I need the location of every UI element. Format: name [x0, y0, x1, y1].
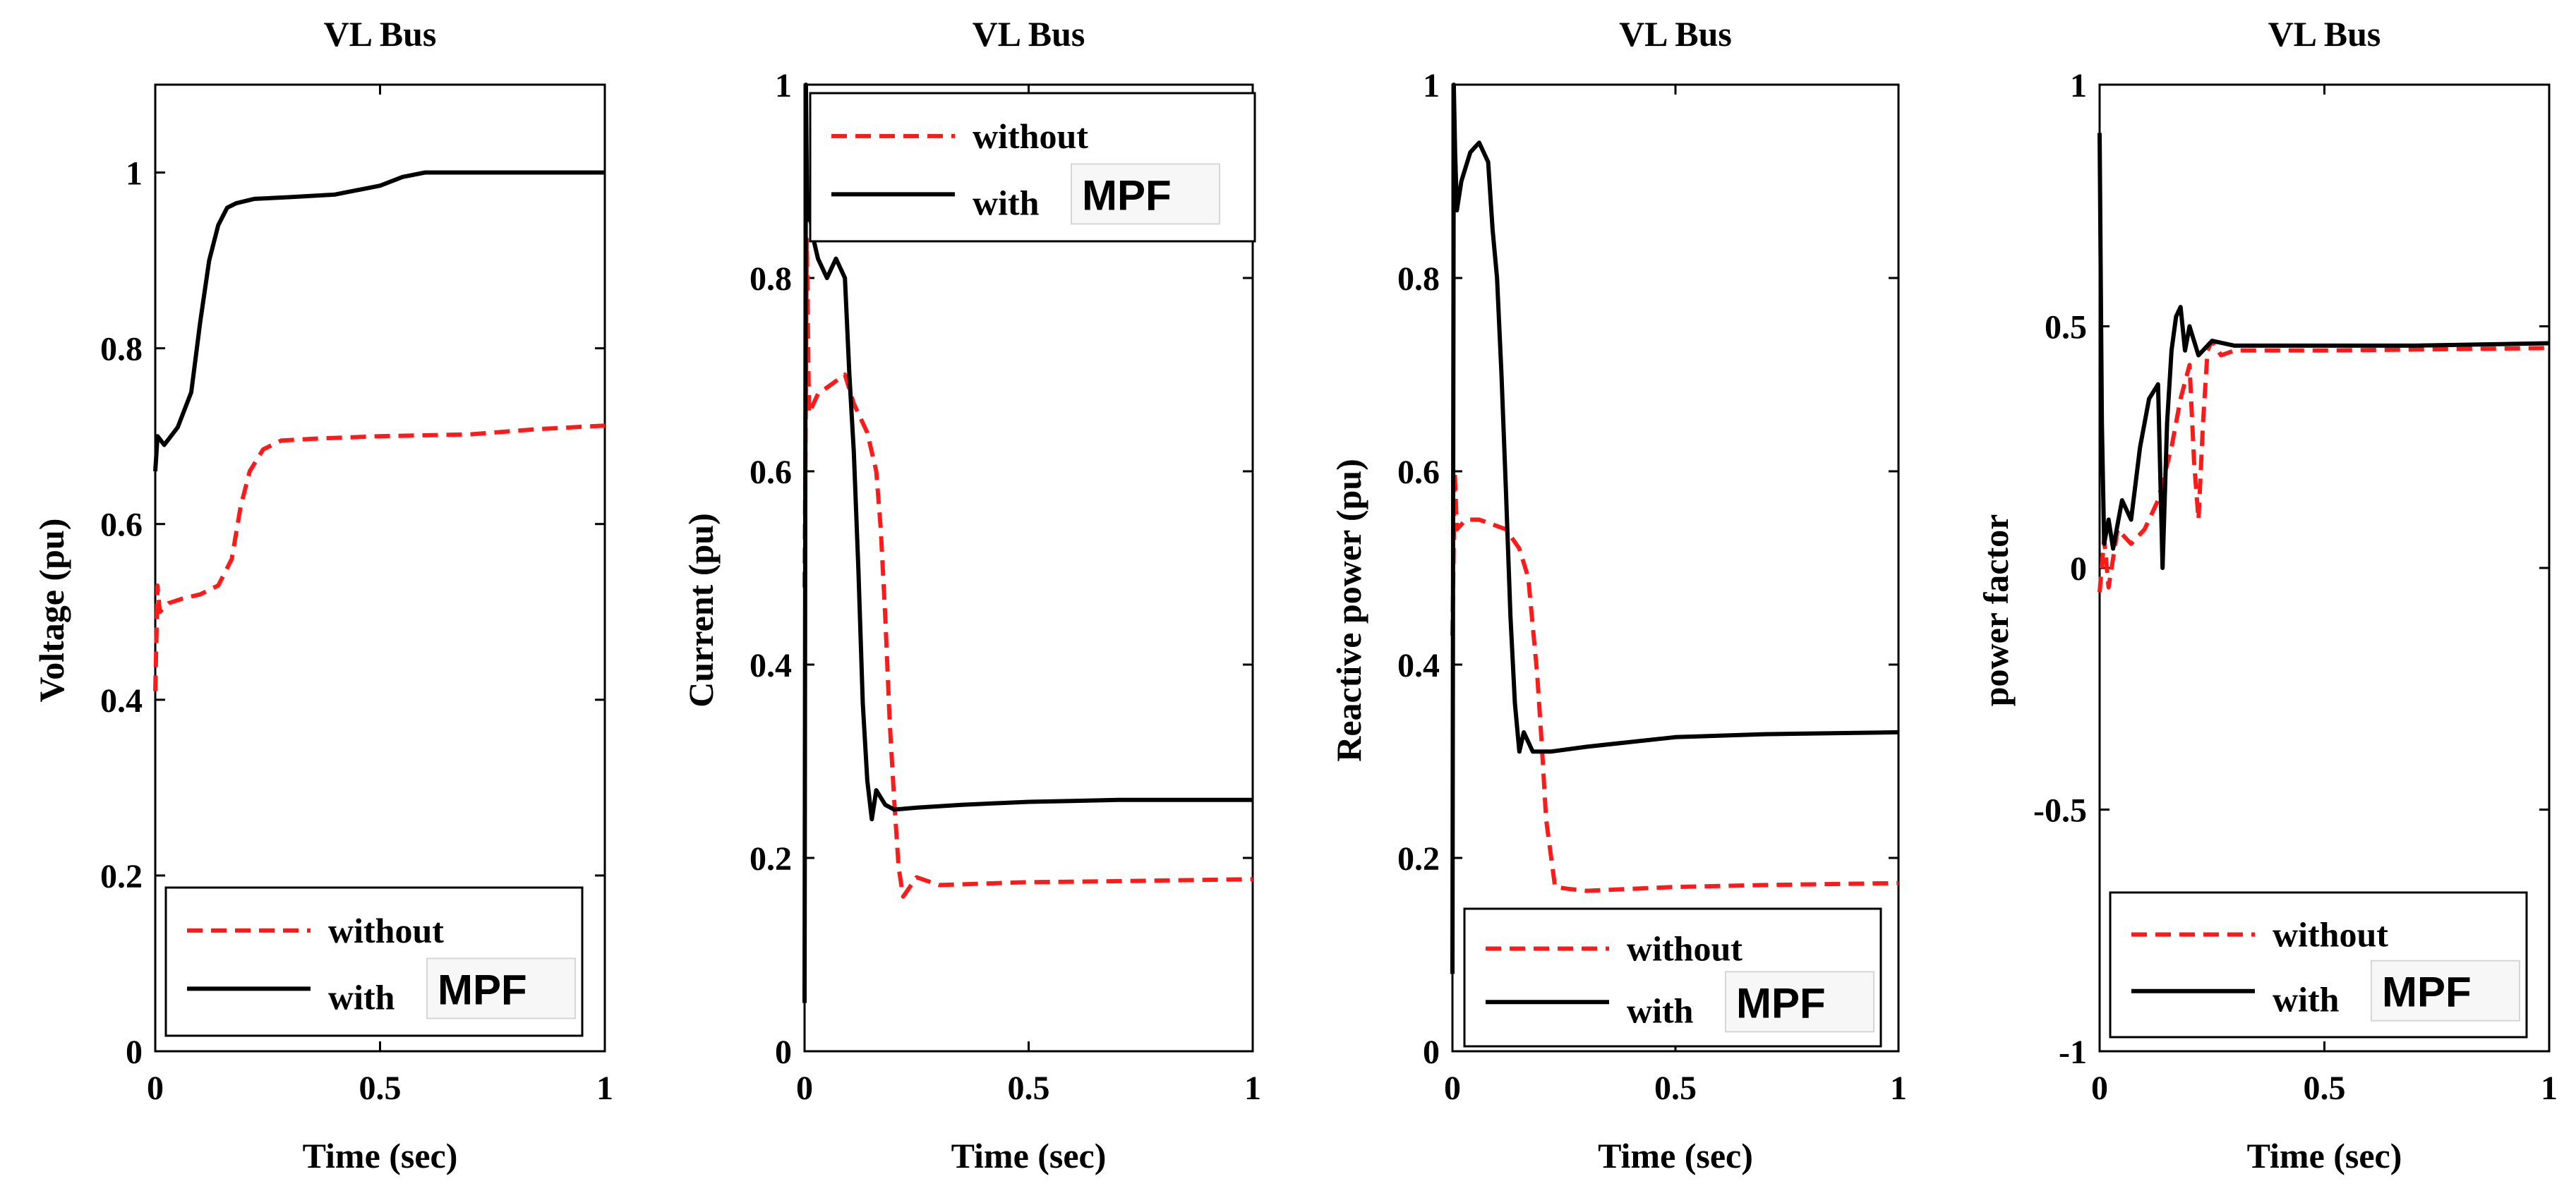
x-tick-label: 1 [1890, 1070, 1907, 1107]
panel-3: VL Bus 0 0.2 0.4 0.6 0.8 1 0 0.5 1 Time (sec) React… [1329, 14, 1907, 1175]
mpf-patch [1071, 163, 1220, 225]
panel-4: VL Bus -1 -0.5 0 0.5 1 0 0.5 1 Time (sec) power fa… [1976, 14, 2558, 1175]
series-line-with [2097, 133, 2550, 570]
panel-2: VL Bus 0 0.2 0.4 0.6 0.8 1 0 0.5 1 Time (sec) Curre… [681, 14, 1261, 1175]
mpf-patch [1725, 971, 1874, 1033]
axes-frame [1451, 83, 1900, 1053]
x-axis-label: Time (sec) [1598, 1136, 1753, 1175]
legend-mpf-label: MPF [1082, 171, 1172, 219]
y-tick-label: 0 [126, 1034, 143, 1071]
legend: without with MPF [164, 886, 584, 1037]
x-tick-label: 0 [796, 1070, 813, 1107]
legend-label-with: with [973, 183, 1040, 222]
y-tick-label: 0.6 [100, 507, 143, 544]
x-tick-label: 0 [1444, 1070, 1461, 1107]
legend-mpf-label: MPF [2382, 969, 2472, 1016]
y-tick-label: 0.4 [1397, 647, 1440, 684]
x-tick-label: 0 [147, 1070, 164, 1107]
legend: without with MPF [1463, 907, 1882, 1048]
legend-label-without: without [973, 116, 1088, 156]
legend-label-without: without [2273, 914, 2388, 954]
y-axis-label: Voltage (pu) [32, 519, 71, 703]
x-tick-label: 1 [596, 1070, 613, 1107]
legend: without with MPF [809, 92, 1256, 243]
y-axis-label: power factor [1976, 514, 2016, 707]
legend-label-without: without [1627, 929, 1743, 969]
y-tick-label: 1 [126, 155, 143, 193]
x-tick-label: 1 [2541, 1070, 2558, 1107]
x-tick-label: 0.5 [1654, 1070, 1697, 1107]
y-tick-label: 0.2 [100, 858, 143, 895]
y-tick-label: 0.2 [750, 840, 792, 878]
y-tick-label: 1 [2070, 67, 2087, 104]
panel-1: VL Bus 0 0.2 0.4 0.6 0.8 1 0 0.5 1 Time (sec) Volta… [32, 14, 613, 1175]
legend-label-with: with [1627, 991, 1694, 1030]
y-tick-label: 0 [1423, 1034, 1440, 1071]
y-axis-label: Current (pu) [681, 513, 721, 707]
y-tick-label: -1 [2059, 1034, 2087, 1071]
y-tick-label: 0 [2070, 550, 2087, 588]
legend-label-without: without [328, 911, 444, 950]
x-tick-label: 1 [1244, 1070, 1261, 1107]
legend: without with MPF [2109, 891, 2528, 1039]
y-tick-label: 1 [1423, 67, 1440, 104]
y-axis-label: Reactive power (pu) [1329, 459, 1368, 762]
axes-frame [2098, 83, 2551, 1053]
y-tick-label: 0.6 [1397, 454, 1440, 491]
x-axis-label: Time (sec) [2247, 1136, 2402, 1175]
x-tick-label: 0 [2091, 1070, 2108, 1107]
x-axis-label: Time (sec) [951, 1136, 1107, 1175]
y-tick-label: 0 [775, 1034, 792, 1071]
chart-title: VL Bus [1619, 14, 1732, 54]
series-line-with [1450, 83, 1899, 974]
x-tick-label: 0.5 [2304, 1070, 2346, 1107]
y-tick-label: -0.5 [2033, 792, 2087, 830]
y-tick-label: 0.8 [750, 260, 792, 298]
y-tick-label: 0.2 [1397, 840, 1440, 878]
series-line-with [153, 170, 605, 472]
series-line-without [802, 237, 1253, 899]
x-tick-label: 0.5 [1008, 1070, 1050, 1107]
legend-mpf-label: MPF [438, 966, 527, 1013]
y-tick-label: 0.5 [2045, 309, 2087, 346]
series-line-without [153, 423, 606, 691]
y-tick-label: 0.8 [100, 331, 143, 368]
x-tick-label: 0.5 [359, 1070, 402, 1107]
y-tick-label: 0.4 [750, 647, 792, 684]
y-tick-label: 0.4 [100, 682, 143, 720]
legend-mpf-label: MPF [1736, 979, 1826, 1027]
mpf-patch [426, 957, 576, 1019]
y-tick-label: 0.8 [1397, 260, 1440, 298]
chart-title: VL Bus [324, 14, 437, 54]
chart-title: VL Bus [973, 14, 1085, 54]
legend-label-with: with [2273, 980, 2340, 1019]
chart-title: VL Bus [2268, 14, 2381, 54]
series-line-without [2097, 339, 2550, 593]
legend-label-with: with [328, 977, 395, 1017]
mpf-patch [2371, 960, 2520, 1022]
x-axis-label: Time (sec) [303, 1136, 458, 1175]
series-line-without [1450, 469, 1899, 893]
y-tick-label: 0.6 [750, 454, 792, 491]
y-tick-label: 1 [775, 67, 792, 104]
